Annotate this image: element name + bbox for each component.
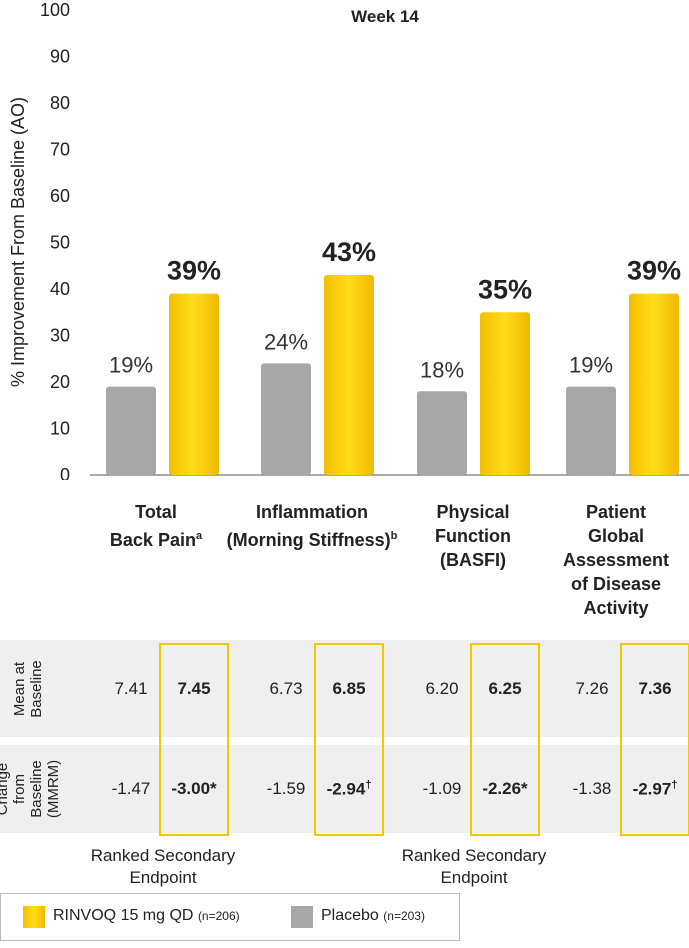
- table-cell: -2.94†: [326, 779, 372, 799]
- table-cell: 6.73: [269, 678, 303, 698]
- y-tick-label: 0: [60, 465, 70, 480]
- ranked-secondary-note: Ranked Secondary Endpoint: [90, 846, 236, 887]
- legend-placebo-swatch: [291, 906, 313, 928]
- data-label-placebo: 19%: [569, 353, 613, 378]
- data-label-placebo: 24%: [264, 329, 308, 354]
- table-row-label: Change from Baseline (MMRM): [0, 759, 62, 819]
- ranked-secondary-note: Ranked Secondary Endpoint: [401, 846, 547, 887]
- category-label: Patient Global Assessment of Disease Activit…: [562, 502, 670, 618]
- y-tick-label: 70: [50, 140, 70, 160]
- table-cell: -2.26*: [482, 779, 528, 798]
- row-mean-background: [0, 640, 689, 737]
- table-cell: 6.20: [425, 678, 459, 698]
- table-row-label: Mean at Baseline: [11, 659, 45, 718]
- rinvoq-highlight-box: [314, 643, 384, 836]
- data-label-rinvoq: 43%: [322, 237, 376, 267]
- y-tick-label: 60: [50, 186, 70, 206]
- y-axis-ticks: 0 10 20 30 40 50 60 70 80 90 100: [40, 0, 70, 480]
- bar-chart: Week 14 % Improvement From Baseline (AO)…: [8, 0, 689, 480]
- table-cell: 7.36: [638, 678, 672, 698]
- data-label-rinvoq: 35%: [478, 274, 532, 304]
- category-label: Inflammation (Morning Stiffness)b: [226, 502, 398, 550]
- y-tick-label: 20: [50, 372, 70, 392]
- rinvoq-highlight-box: [470, 643, 540, 836]
- rinvoq-highlight-box: [620, 643, 689, 836]
- rinvoq-highlight-box: [159, 643, 229, 836]
- bars-group: 19% 39% 24% 43% 18% 35% 19% 39%: [106, 237, 681, 475]
- bar-placebo: [106, 386, 156, 475]
- data-label-rinvoq: 39%: [167, 256, 221, 286]
- y-tick-label: 50: [50, 233, 70, 253]
- chart-title: Week 14: [351, 7, 419, 26]
- bar-rinvoq: [324, 275, 374, 475]
- legend-rinvoq-label: RINVOQ 15 mg QD (n=206): [53, 907, 240, 924]
- table-cell: -1.59: [266, 779, 306, 798]
- category-label: Physical Function (BASFI): [435, 502, 511, 570]
- bar-rinvoq: [169, 293, 219, 475]
- bar-placebo: [261, 363, 311, 475]
- category-label: Total Back Paina: [109, 502, 203, 550]
- table-cell: 7.45: [177, 678, 211, 698]
- y-axis-label: % Improvement From Baseline (AO): [8, 97, 28, 387]
- y-tick-label: 40: [50, 279, 70, 299]
- table-cell: -1.09: [422, 779, 462, 798]
- data-label-placebo: 18%: [420, 357, 464, 382]
- y-tick-label: 100: [40, 0, 70, 20]
- table-cell: -1.47: [111, 779, 151, 798]
- table-cell: 7.26: [575, 678, 609, 698]
- data-label-rinvoq: 39%: [627, 256, 681, 286]
- y-tick-label: 10: [50, 419, 70, 439]
- table-cell: 6.85: [332, 678, 366, 698]
- legend-rinvoq-swatch: [23, 906, 45, 928]
- row-change-background: [0, 745, 689, 833]
- bar-rinvoq: [629, 293, 679, 475]
- y-tick-label: 80: [50, 93, 70, 113]
- y-tick-label: 90: [50, 47, 70, 67]
- bar-rinvoq: [480, 312, 530, 475]
- legend: RINVOQ 15 mg QD (n=206) Placebo (n=203): [0, 893, 460, 941]
- y-tick-label: 30: [50, 326, 70, 346]
- table-cell: 6.25: [488, 678, 522, 698]
- table-cell: -1.38: [572, 779, 612, 798]
- legend-placebo-label: Placebo (n=203): [321, 907, 425, 924]
- table-cell: -2.97†: [632, 779, 678, 799]
- bar-placebo: [417, 391, 467, 475]
- data-label-placebo: 19%: [109, 353, 153, 378]
- table-cell: -3.00*: [171, 779, 217, 798]
- table-cell: 7.41: [114, 678, 148, 698]
- bar-placebo: [566, 386, 616, 475]
